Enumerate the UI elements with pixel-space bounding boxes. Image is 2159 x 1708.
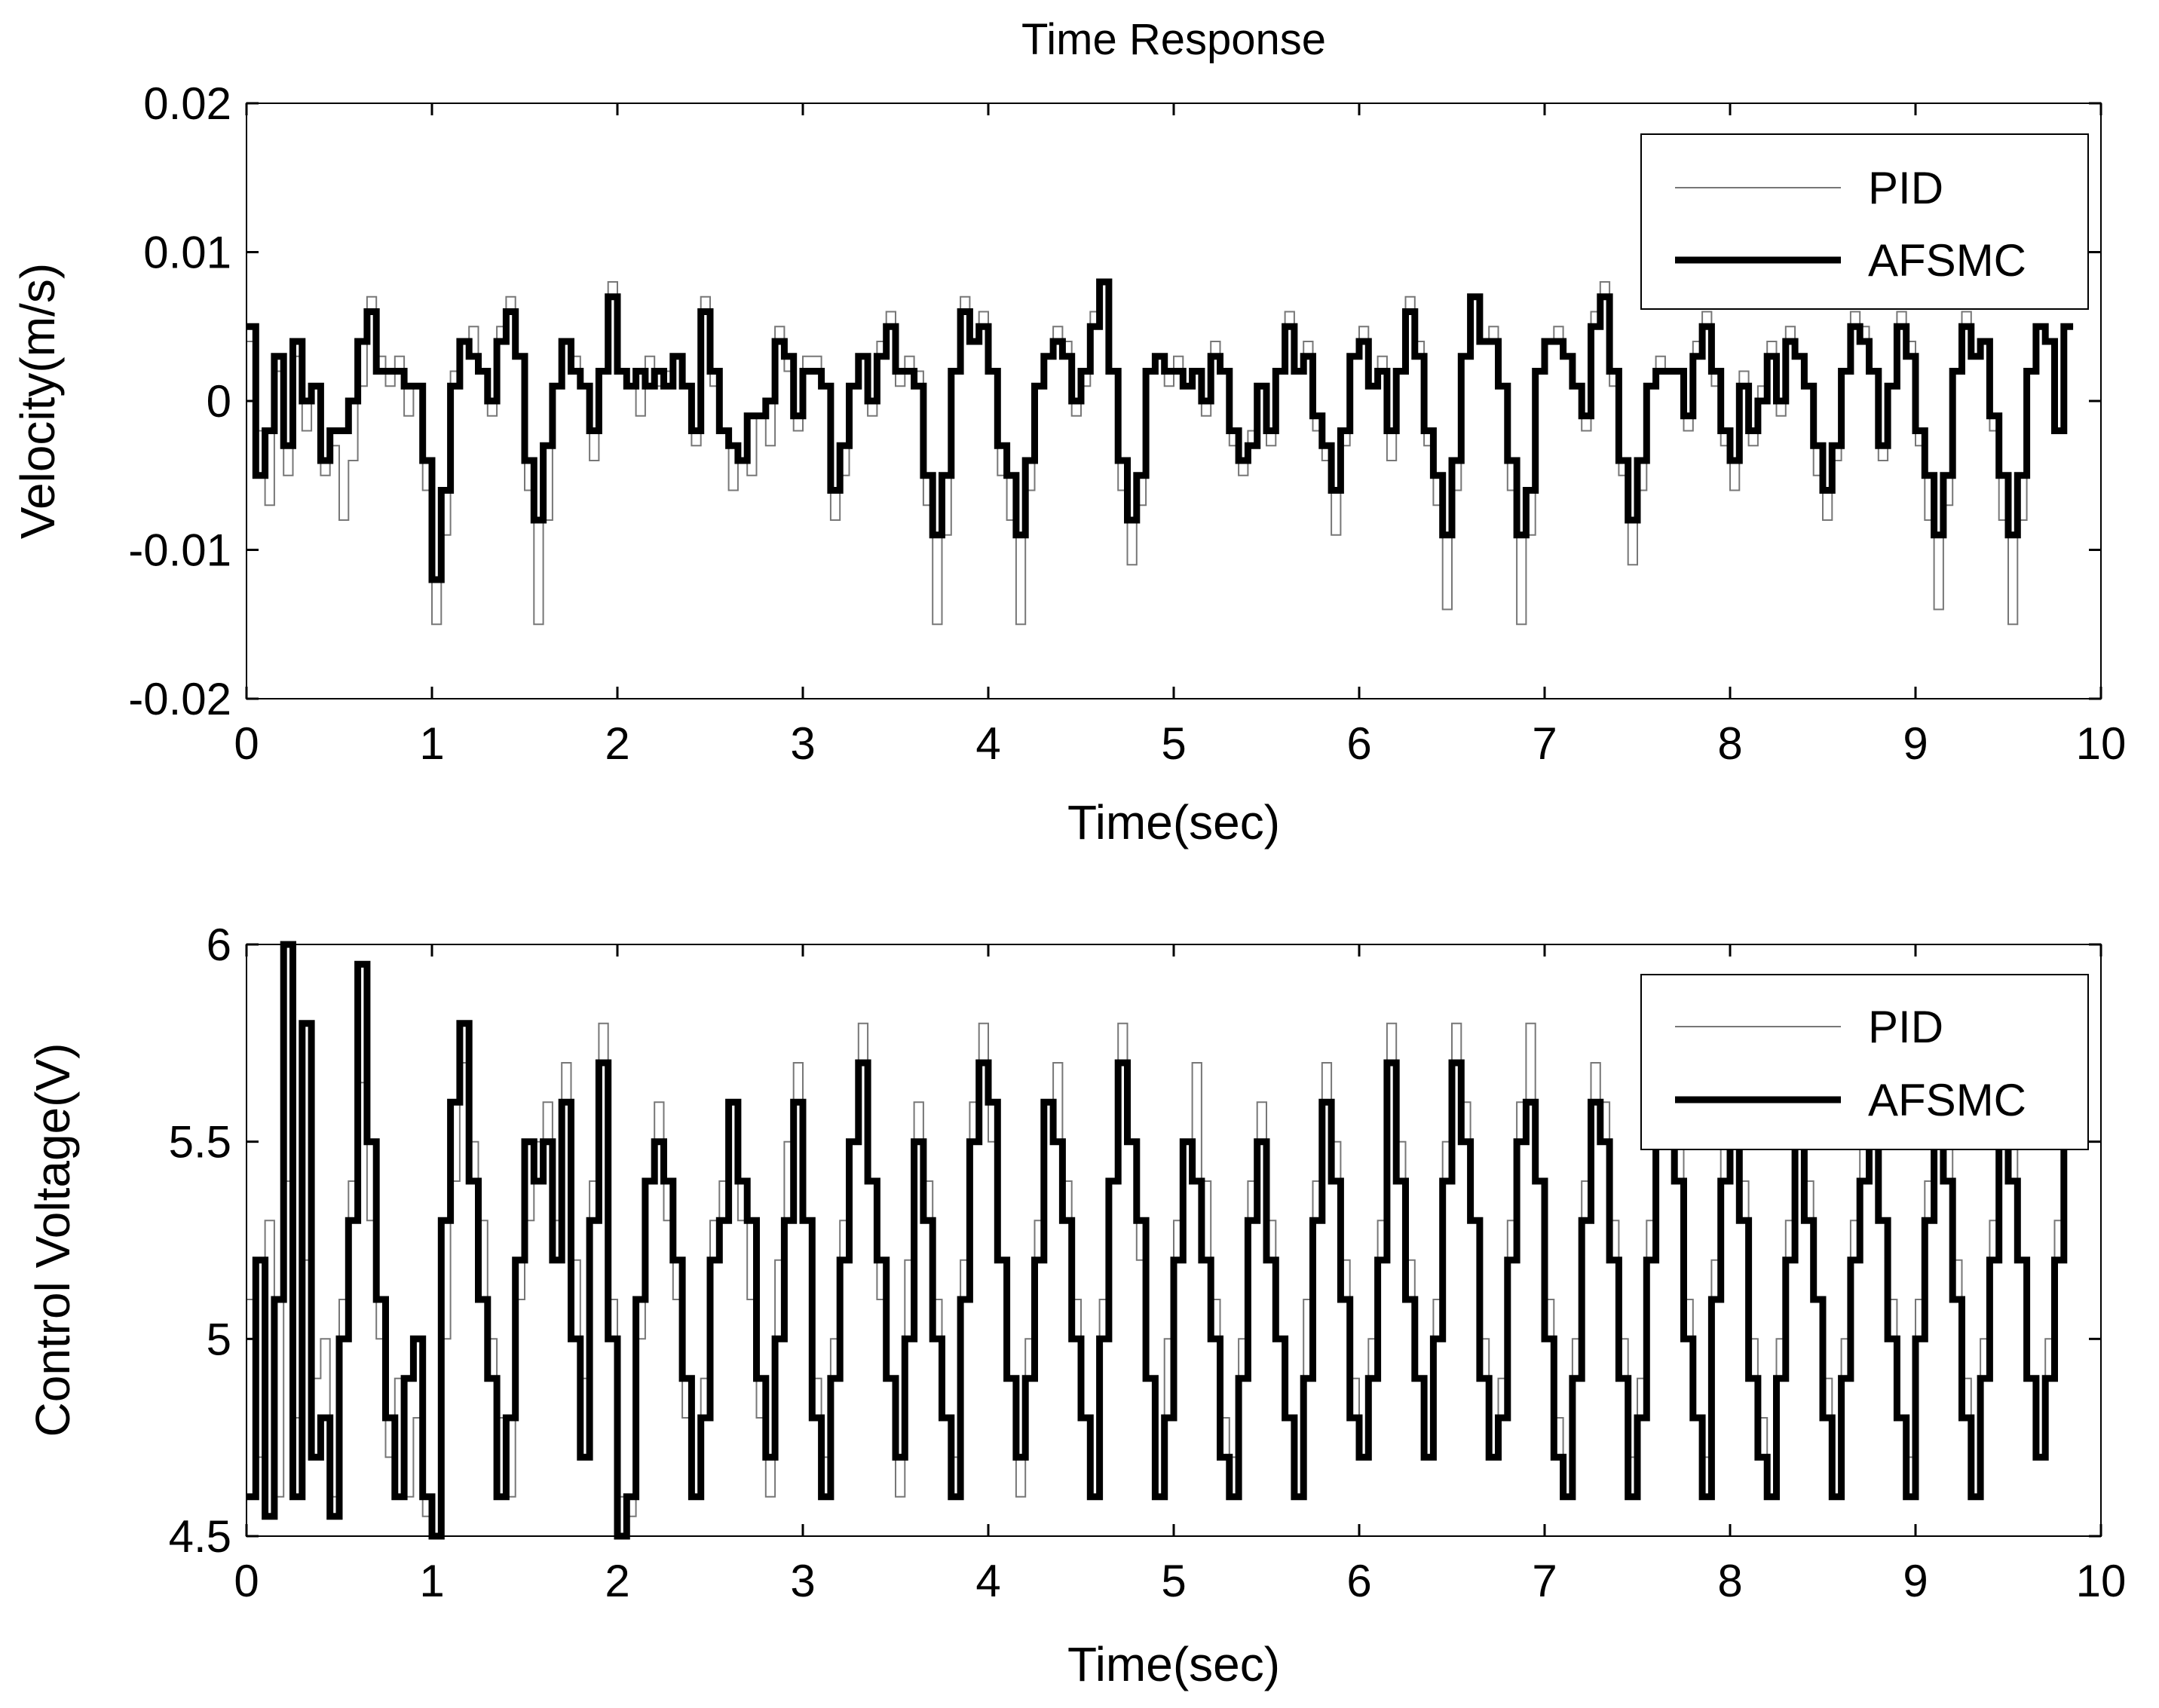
control-voltage-ytick-labels: 6 5.5 5 4.5 xyxy=(169,920,231,1562)
velocity-xtick-label: 8 xyxy=(1717,718,1742,769)
velocity-chart: 0 1 2 3 4 5 6 7 8 9 10 0.02 0.01 0 -0.01 -0.02 Time(se… xyxy=(11,78,2126,849)
control-voltage-xtick-label: 10 xyxy=(2076,1556,2127,1606)
control-voltage-xtick-label: 0 xyxy=(234,1556,259,1606)
control-voltage-xtick-label: 2 xyxy=(605,1556,629,1606)
velocity-x-axis-label: Time(sec) xyxy=(1067,795,1280,849)
control-voltage-x-axis-label: Time(sec) xyxy=(1067,1637,1280,1691)
velocity-series-afsmc-line xyxy=(247,278,2074,583)
control-voltage-xtick-label: 4 xyxy=(975,1556,1000,1606)
velocity-xtick-label: 1 xyxy=(419,718,444,769)
control-voltage-legend-box xyxy=(1640,974,2089,1150)
velocity-ytick-label: 0 xyxy=(207,376,231,427)
velocity-legend-pid-label: PID xyxy=(1868,163,1943,213)
velocity-legend-afsmc-label: AFSMC xyxy=(1868,235,2026,286)
control-voltage-y-axis-label: Control Voltage(V) xyxy=(26,1043,80,1437)
velocity-xtick-label: 6 xyxy=(1346,718,1371,769)
control-voltage-legend: PID AFSMC xyxy=(1640,974,2089,1150)
control-voltage-series-layer xyxy=(247,941,2083,1540)
velocity-ytick-label: 0.01 xyxy=(143,228,231,278)
control-voltage-legend-pid-label: PID xyxy=(1868,1002,1943,1052)
control-voltage-ytick-label: 4.5 xyxy=(169,1511,231,1562)
control-voltage-legend-afsmc-label: AFSMC xyxy=(1868,1075,2026,1125)
control-voltage-chart: 0 1 2 3 4 5 6 7 8 9 10 6 5.5 5 4.5 Time(sec) Control … xyxy=(26,920,2126,1691)
velocity-xtick-label: 7 xyxy=(1532,718,1557,769)
control-voltage-ytick-label: 5.5 xyxy=(169,1117,231,1168)
control-voltage-xtick-label: 1 xyxy=(419,1556,444,1606)
velocity-xtick-label: 9 xyxy=(1903,718,1928,769)
velocity-ticks xyxy=(245,102,2102,700)
velocity-xtick-labels: 0 1 2 3 4 5 6 7 8 9 10 xyxy=(234,718,2126,769)
velocity-xtick-label: 10 xyxy=(2076,718,2127,769)
velocity-y-axis-label: Velocity(m/s) xyxy=(11,263,65,539)
velocity-legend: PID AFSMC xyxy=(1640,133,2089,310)
velocity-xtick-label: 5 xyxy=(1161,718,1186,769)
control-voltage-xtick-label: 8 xyxy=(1717,1556,1742,1606)
figure-title: Time Response xyxy=(1021,15,1326,64)
velocity-xtick-label: 0 xyxy=(234,718,259,769)
control-voltage-xtick-label: 6 xyxy=(1346,1556,1371,1606)
control-voltage-xtick-label: 3 xyxy=(790,1556,815,1606)
velocity-xtick-label: 2 xyxy=(605,718,629,769)
velocity-series-layer xyxy=(247,278,2074,626)
velocity-ytick-label: -0.02 xyxy=(128,674,231,724)
control-voltage-series-afsmc-line xyxy=(247,941,2083,1540)
velocity-ytick-label: 0.02 xyxy=(143,78,231,129)
velocity-xtick-label: 4 xyxy=(975,718,1000,769)
velocity-ytick-labels: 0.02 0.01 0 -0.01 -0.02 xyxy=(128,78,231,724)
control-voltage-xtick-label: 7 xyxy=(1532,1556,1557,1606)
velocity-xtick-label: 3 xyxy=(790,718,815,769)
control-voltage-ytick-label: 6 xyxy=(207,920,231,970)
control-voltage-xtick-label: 5 xyxy=(1161,1556,1186,1606)
velocity-legend-box xyxy=(1640,133,2089,310)
velocity-ytick-label: -0.01 xyxy=(128,525,231,576)
control-voltage-ytick-label: 5 xyxy=(207,1314,231,1364)
control-voltage-xtick-labels: 0 1 2 3 4 5 6 7 8 9 10 xyxy=(234,1556,2126,1606)
control-voltage-ticks xyxy=(245,943,2102,1538)
control-voltage-xtick-label: 9 xyxy=(1903,1556,1928,1606)
